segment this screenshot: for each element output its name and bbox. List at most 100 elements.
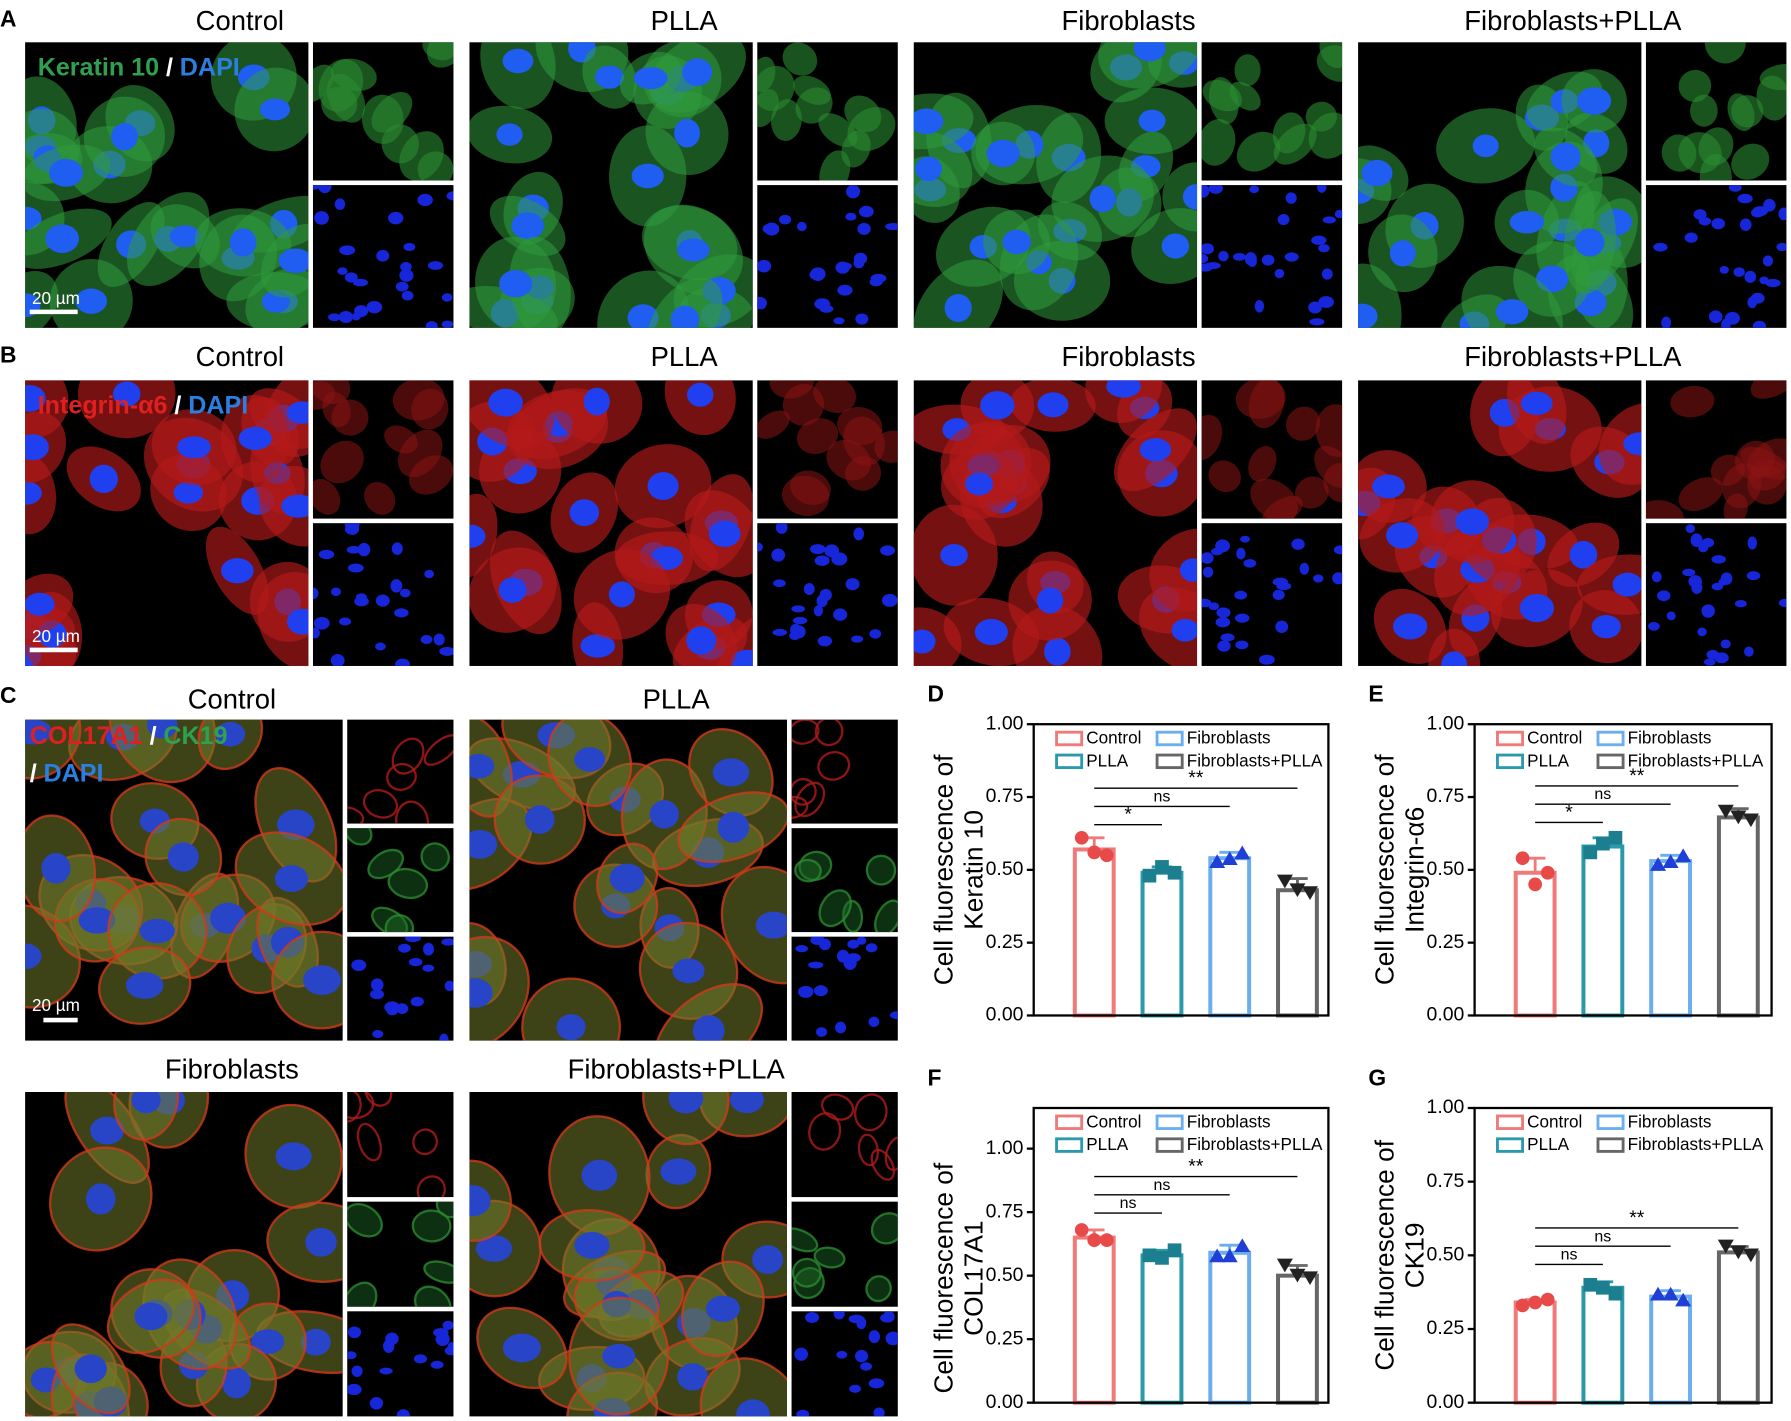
nucleus (1763, 198, 1776, 212)
nucleus (1272, 577, 1288, 587)
nucleus (312, 587, 319, 600)
nucleus (221, 558, 254, 584)
data-point (1515, 851, 1530, 866)
nucleus (25, 385, 46, 412)
cytoplasm (409, 455, 454, 495)
stain-part: Integrin-α6 (38, 391, 168, 419)
cytoplasm (865, 854, 897, 886)
legend-swatch (1055, 753, 1084, 770)
nucleus (441, 293, 453, 302)
nucleus (803, 583, 815, 596)
cells (1648, 524, 1787, 666)
nucleus (1711, 555, 1726, 564)
data-point (1276, 874, 1293, 889)
nucleus (369, 989, 385, 1000)
legend-swatch (1155, 730, 1184, 747)
nucleus (395, 658, 410, 666)
data-point (1528, 1295, 1542, 1310)
nucleus (469, 753, 495, 779)
cytoplasm (416, 1175, 446, 1198)
cells (795, 936, 898, 1037)
nucleus (1441, 651, 1468, 666)
cytoplasm (330, 58, 377, 92)
nucleus (869, 629, 882, 639)
cytoplasm (362, 789, 399, 819)
stain-part: / (166, 53, 173, 81)
nucleus (755, 911, 787, 939)
nucleus (1308, 301, 1322, 314)
nucleus (845, 212, 857, 221)
significance-label: ns (1561, 1247, 1578, 1264)
nucleus (965, 472, 994, 496)
nucleus (1002, 229, 1031, 255)
nucleus (1739, 218, 1752, 231)
nucleus (873, 1407, 885, 1417)
nucleus (1682, 568, 1696, 577)
nucleus (425, 321, 438, 328)
nucleus (177, 436, 211, 459)
nucleus (339, 245, 356, 256)
nucleus (1666, 611, 1676, 621)
y-tick-label: 0.25 (1427, 931, 1465, 953)
nucleus (390, 579, 403, 593)
cells (1201, 42, 1343, 172)
nucleus (1106, 380, 1141, 398)
nucleus (403, 242, 416, 252)
nucleus (1201, 598, 1212, 608)
nucleus (347, 523, 360, 535)
nucleus (1179, 558, 1198, 582)
y-tick-label: 0.00 (1427, 1391, 1465, 1413)
cytoplasm (364, 1092, 393, 1107)
nucleus (849, 1384, 861, 1393)
nucleus (795, 945, 808, 953)
cytoplasm (1273, 123, 1317, 165)
cytoplasm (769, 380, 815, 399)
data-point (1234, 1238, 1251, 1253)
nucleus (420, 634, 433, 645)
nucleus (856, 936, 867, 945)
cytoplasm (794, 858, 822, 883)
nucleus (1721, 318, 1731, 328)
nucleus (1574, 228, 1605, 257)
bar (1208, 856, 1252, 1018)
nucleus (1684, 232, 1698, 243)
y-axis-label: Cell fluorescence of (1370, 754, 1400, 985)
nucleus (583, 387, 610, 416)
nucleus (488, 388, 523, 417)
nucleus (1495, 299, 1529, 325)
cytoplasm (1305, 101, 1337, 132)
nucleus (1720, 639, 1731, 649)
data-point (1608, 1286, 1623, 1301)
cells (347, 828, 450, 933)
scale-bar-label: 20 µm (32, 995, 80, 1015)
legend-swatch (1596, 1137, 1625, 1153)
data-point (1596, 1280, 1610, 1295)
nucleus (1703, 658, 1716, 666)
cytoplasm (321, 86, 358, 122)
legend-label: Fibroblasts+PLLA (1628, 750, 1764, 770)
cells (791, 1212, 898, 1303)
cells (1661, 42, 1787, 181)
nucleus (647, 472, 679, 501)
cytoplasm (1262, 495, 1303, 519)
nucleus (1171, 618, 1198, 642)
nucleus (344, 272, 358, 283)
nucleus (312, 185, 320, 190)
nucleus (351, 959, 367, 971)
nucleus (854, 1349, 869, 1363)
panel-title: Fibroblasts+PLLA (568, 1054, 786, 1085)
nucleus (1653, 242, 1668, 252)
nucleus (883, 1311, 895, 1322)
nucleus (422, 964, 435, 972)
nucleus (112, 381, 141, 407)
data-point (1209, 1248, 1226, 1263)
significance-label: * (1565, 801, 1573, 823)
significance-label: ** (1188, 767, 1204, 789)
y-axis-label: Cell fluorescence of (929, 1162, 959, 1393)
nucleus (1317, 185, 1327, 193)
nucleus (391, 542, 403, 556)
nucleus (1612, 572, 1642, 597)
data-point (1583, 845, 1598, 860)
legend-label: Control (1086, 1111, 1141, 1131)
nucleus (1719, 266, 1729, 274)
